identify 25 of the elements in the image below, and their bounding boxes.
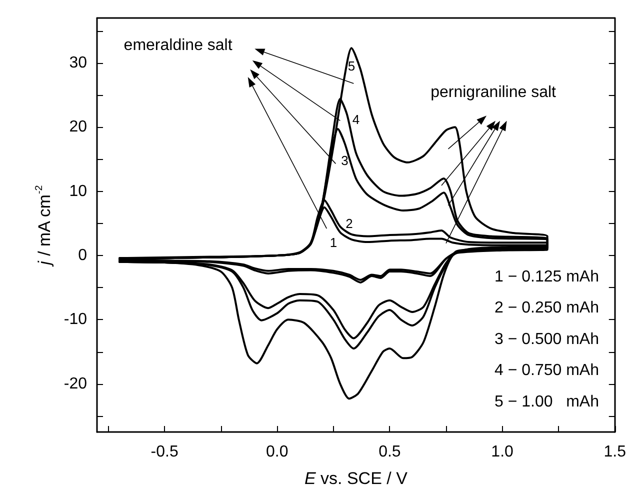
annotation: 5 − 1.00 mAh [494, 394, 599, 410]
annotation: emeraldine salt [124, 37, 233, 54]
y-tick-label: 20 [69, 118, 88, 136]
y-tick-label: -20 [64, 375, 88, 392]
annotation: 3 − 0.500 mAh [494, 330, 599, 348]
annotation: 1 [330, 235, 338, 250]
x-tick-label: 1.5 [604, 444, 626, 460]
annotation: 2 [346, 216, 353, 231]
y-tick-label: 10 [69, 182, 88, 200]
annotation: 4 − 0.750 mAh [494, 362, 599, 380]
y-tick-label: -10 [64, 311, 88, 328]
y-axis-title: j / mA cm-2 [34, 184, 54, 267]
annotation: 4 [352, 112, 360, 127]
x-tick-label: 1.0 [491, 444, 514, 460]
annotation: 5 [348, 58, 356, 74]
annotation: 1 − 0.125 mAh [494, 268, 599, 286]
annotation: 3 [341, 152, 348, 168]
annotation: pernigraniline salt [430, 84, 557, 101]
y-tick-label: 30 [69, 54, 88, 72]
annotation: 2 − 0.250 mAh [494, 300, 599, 317]
x-axis-title: E vs. SCE / V [304, 469, 408, 488]
x-tick-label: -0.5 [150, 444, 178, 460]
y-tick-label: 0 [78, 246, 88, 264]
x-tick-label: 0.0 [266, 444, 288, 460]
x-tick-label: 0.5 [378, 444, 401, 460]
